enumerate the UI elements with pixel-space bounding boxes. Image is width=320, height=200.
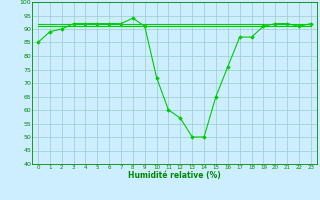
X-axis label: Humidité relative (%): Humidité relative (%) [128,171,221,180]
